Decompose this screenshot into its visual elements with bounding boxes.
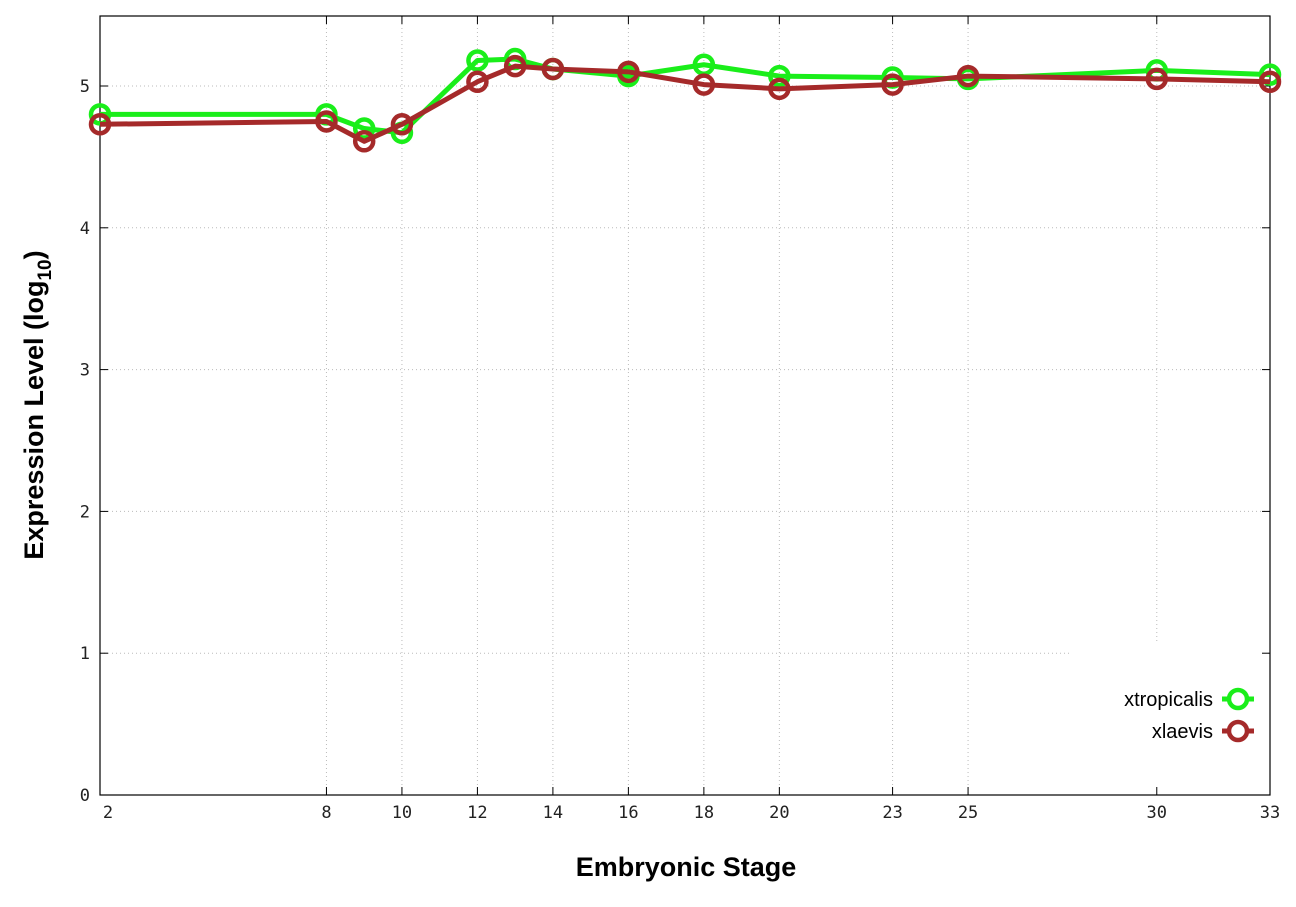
- data-point-xlaevis: [541, 57, 565, 81]
- y-tick-label: 4: [80, 219, 90, 239]
- x-tick-label: 23: [882, 803, 902, 823]
- series-line-xlaevis: [99, 63, 1271, 144]
- y-axis-label-subscript: 10: [35, 259, 56, 280]
- y-tick-label: 5: [80, 77, 90, 97]
- data-point-xlaevis: [692, 73, 716, 96]
- legend: xtropicalis xlaevis: [1124, 687, 1254, 743]
- data-point-xlaevis: [881, 73, 904, 96]
- data-point-xlaevis: [390, 113, 414, 136]
- legend-marker-xtropicalis: [1226, 687, 1250, 711]
- data-point-xlaevis: [617, 60, 640, 84]
- plot-frame: [99, 15, 1271, 796]
- data-point-xlaevis: [503, 54, 527, 78]
- y-tick-label: 1: [80, 644, 90, 664]
- x-tick-label: 10: [392, 803, 412, 823]
- y-axis-label-main: Expression Level (log: [19, 281, 49, 560]
- grid: [100, 16, 1270, 795]
- x-tick-label: 2: [103, 803, 113, 823]
- x-tick-label: 16: [618, 803, 638, 823]
- data-point-xtropicalis: [768, 64, 791, 88]
- x-tick-label: 8: [321, 803, 331, 823]
- legend-background: [1072, 643, 1268, 793]
- data-point-xlaevis: [352, 130, 376, 153]
- x-tick-label: 30: [1147, 803, 1167, 823]
- x-tick-label: 12: [467, 803, 487, 823]
- data-point-xlaevis: [768, 77, 791, 101]
- legend-label-xtropicalis: xtropicalis: [1124, 689, 1213, 711]
- data-point-xtropicalis: [1258, 63, 1282, 86]
- data-point-xlaevis: [88, 113, 112, 136]
- y-tick-label: 3: [80, 361, 90, 381]
- x-tick-label: 14: [543, 803, 563, 823]
- data-point-xtropicalis: [466, 49, 489, 72]
- x-axis-label: Embryonic Stage: [576, 852, 797, 882]
- data-point-xlaevis: [1145, 67, 1169, 91]
- y-axis-label: Expression Level (log10): [19, 250, 56, 559]
- data-point-xlaevis: [315, 110, 338, 133]
- data-point-xlaevis: [1258, 70, 1282, 93]
- y-tick-label: 2: [80, 502, 90, 522]
- x-tick-label: 20: [769, 803, 789, 823]
- data-point-xlaevis: [466, 70, 489, 93]
- y-axis-label-close: ): [19, 250, 49, 259]
- data-point-xtropicalis: [352, 117, 376, 140]
- y-tick-label: 0: [80, 786, 90, 806]
- x-tick-label: 25: [958, 803, 978, 823]
- x-tick-label: 33: [1260, 803, 1280, 823]
- x-tick-label: 18: [694, 803, 714, 823]
- legend-box: [1072, 643, 1268, 793]
- series-layer: [88, 47, 1282, 153]
- legend-marker-xlaevis: [1226, 719, 1250, 743]
- data-point-xlaevis: [956, 64, 980, 88]
- legend-label-xlaevis: xlaevis: [1152, 721, 1213, 743]
